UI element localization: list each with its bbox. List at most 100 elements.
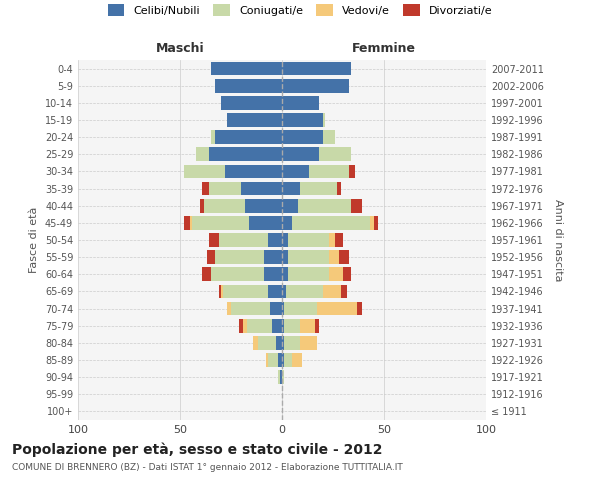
Bar [215,250,263,264]
Bar [282,199,298,212]
Legend: Celibi/Nubili, Coniugati/e, Vedovi/e, Divorziati/e: Celibi/Nubili, Coniugati/e, Vedovi/e, Di… [103,0,497,20]
Bar [253,336,257,349]
Bar [282,370,284,384]
Bar [358,302,362,316]
Bar [343,268,352,281]
Bar [282,113,323,127]
Bar [184,164,225,178]
Bar [282,233,288,247]
Y-axis label: Fasce di età: Fasce di età [29,207,39,273]
Bar [314,319,319,332]
Bar [209,233,219,247]
Bar [335,233,343,247]
Bar [329,233,335,247]
Bar [282,62,352,76]
Bar [239,319,243,332]
Bar [205,199,245,212]
Bar [227,113,282,127]
Bar [323,130,335,144]
Bar [282,250,288,264]
Bar [250,216,282,230]
Bar [282,319,284,332]
Bar [268,233,282,247]
Bar [282,182,301,196]
Bar [211,130,215,144]
Bar [247,319,272,332]
Bar [211,62,282,76]
Bar [278,370,280,384]
Text: COMUNE DI BRENNERO (BZ) - Dati ISTAT 1° gennaio 2012 - Elaborazione TUTTITALIA.I: COMUNE DI BRENNERO (BZ) - Dati ISTAT 1° … [12,462,403,471]
Bar [190,216,192,230]
Bar [245,199,282,212]
Bar [184,216,190,230]
Bar [284,336,301,349]
Bar [282,216,292,230]
Bar [284,302,317,316]
Bar [268,353,278,367]
Bar [225,164,282,178]
Bar [206,250,215,264]
Bar [349,164,355,178]
Bar [211,268,263,281]
Bar [329,268,343,281]
Bar [282,164,308,178]
Bar [278,353,282,367]
Bar [241,182,282,196]
Bar [288,250,329,264]
Bar [284,319,301,332]
Bar [231,302,270,316]
Bar [308,164,349,178]
Bar [280,370,282,384]
Bar [370,216,374,230]
Bar [341,284,347,298]
Bar [284,353,292,367]
Bar [257,336,276,349]
Bar [298,199,352,212]
Bar [219,284,221,298]
Bar [266,353,268,367]
Bar [221,96,282,110]
Bar [268,284,282,298]
Bar [282,284,286,298]
Bar [323,284,341,298]
Bar [215,130,282,144]
Bar [323,113,325,127]
Bar [215,79,282,92]
Bar [319,148,352,161]
Text: Femmine: Femmine [352,42,416,55]
Bar [292,216,370,230]
Bar [282,148,319,161]
Bar [374,216,378,230]
Bar [272,319,282,332]
Bar [282,268,288,281]
Bar [200,199,205,212]
Bar [282,302,284,316]
Bar [192,216,250,230]
Bar [196,148,209,161]
Bar [288,233,329,247]
Bar [202,268,211,281]
Bar [223,284,268,298]
Bar [282,336,284,349]
Bar [288,268,329,281]
Bar [263,250,282,264]
Bar [243,319,247,332]
Y-axis label: Anni di nascita: Anni di nascita [553,198,563,281]
Bar [352,199,362,212]
Text: Maschi: Maschi [155,42,205,55]
Bar [227,302,231,316]
Text: Popolazione per età, sesso e stato civile - 2012: Popolazione per età, sesso e stato civil… [12,442,383,457]
Bar [301,319,314,332]
Bar [219,233,268,247]
Bar [329,250,339,264]
Bar [202,182,209,196]
Bar [276,336,282,349]
Bar [209,182,241,196]
Bar [263,268,282,281]
Bar [317,302,358,316]
Bar [282,353,284,367]
Bar [301,182,337,196]
Bar [337,182,341,196]
Bar [282,96,319,110]
Bar [286,284,323,298]
